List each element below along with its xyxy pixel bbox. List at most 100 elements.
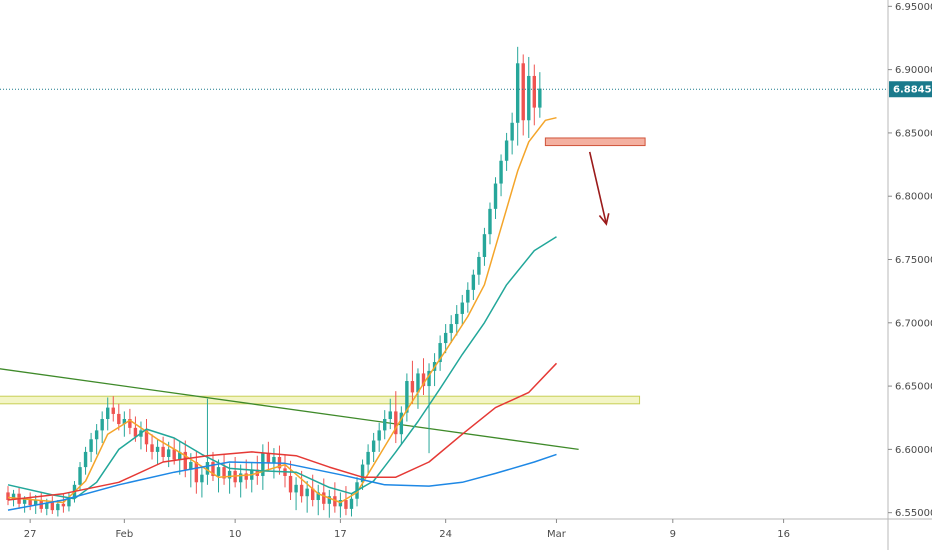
candle [427,363,431,454]
candle [250,462,254,493]
time-tick-label: 17 [334,529,347,540]
candle [371,432,376,463]
candle-body [327,496,332,504]
candle-body [211,462,215,476]
candle [100,411,104,444]
candle-body [421,373,426,387]
candle [161,436,165,463]
candle [477,251,481,285]
candle-body [427,370,431,387]
candle-body [261,453,265,476]
candle [499,154,503,197]
candle [6,486,10,506]
candle-body [67,497,71,507]
price-tick-label: 6.55000 [895,508,932,519]
candle-body [56,503,60,511]
candle-body [111,407,115,414]
candle [222,454,226,485]
candle [455,305,459,336]
candle-body [227,470,232,479]
candle [294,477,298,511]
candle [216,459,221,493]
candle [28,492,32,511]
candle-body [128,418,132,428]
candle [89,432,93,463]
candle [322,478,326,511]
candle-body [410,381,415,393]
price-tick-label: 6.75000 [895,255,932,266]
price-tick-label: 6.85000 [895,128,932,139]
candle-body [405,381,409,413]
candle [205,398,210,485]
candle-body [371,440,376,452]
candle [211,451,215,482]
candle [261,444,265,490]
candle [405,373,409,422]
candle [349,493,354,517]
price-tick-label: 6.80000 [895,192,932,203]
candle [111,396,115,422]
candle [117,403,121,431]
candle-body [416,373,420,393]
candle [438,335,442,371]
candle [399,406,404,445]
candle-body [133,427,138,437]
candle [538,72,542,118]
candle-body [493,183,498,209]
down-arrow-head-icon [598,213,610,226]
time-axis[interactable]: 27 Feb 10 17 24 Mar 9 16 [0,518,932,540]
candle [344,486,348,516]
candle [178,441,182,475]
candle-body [155,446,160,452]
candle-body [150,444,154,452]
candle-body [11,493,16,501]
candle-body [266,453,271,464]
candle-body [45,502,49,509]
trendline [0,368,579,451]
candle-body [238,473,243,483]
candle-body [200,474,204,483]
candle-body [349,498,354,509]
candle [56,500,60,517]
candle-body [183,451,187,470]
candle [283,454,287,488]
candle-body [394,411,398,435]
price-tick-label: 6.90000 [895,65,932,76]
candle-body [311,488,315,501]
time-tick-label: 10 [229,529,242,540]
candle-body [117,413,121,425]
candle [299,470,304,503]
support-zone [0,395,641,405]
candle-body [443,332,448,344]
candle [532,64,536,126]
time-tick-label: 16 [777,529,790,540]
candle-body [322,492,326,504]
candle-body [383,418,387,431]
candle-body [471,274,476,290]
candle-body [34,500,38,506]
candle-body [515,63,520,123]
candle [443,324,448,354]
candle-body [205,462,210,475]
candle-body [144,430,149,445]
candle-body [244,473,248,480]
candle-body [288,475,293,493]
price-tick-label: 6.60000 [895,445,932,456]
candle-body [50,502,55,511]
candle [449,315,453,344]
candle-body [504,140,509,161]
price-axis[interactable]: 6.95000 6.90000 6.85000 6.80000 6.75000 6.700… [887,0,932,550]
candle [266,441,271,471]
candle-body [399,412,404,435]
candle [277,445,282,475]
candle [504,132,509,171]
candle-body [438,343,442,363]
candle-body [178,451,182,460]
candle-body [377,430,381,441]
annotations-front [0,88,888,226]
candle [466,282,470,313]
candle-body [388,411,392,419]
ma-slow-line [7,362,558,501]
